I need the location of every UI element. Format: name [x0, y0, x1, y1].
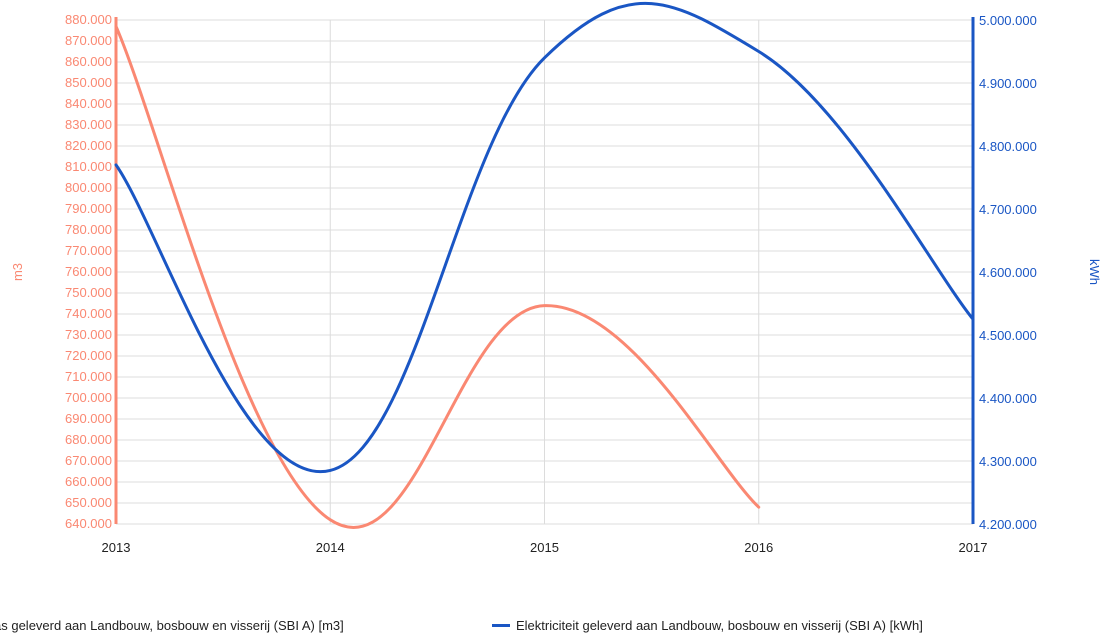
- right-tick-label: 4.600.000: [979, 265, 1037, 280]
- series-line-0: [114, 24, 761, 529]
- left-tick-label: 690.000: [65, 411, 112, 426]
- left-tick-label: 670.000: [65, 453, 112, 468]
- legend-label-electricity: Elektriciteit geleverd aan Landbouw, bos…: [516, 618, 923, 633]
- left-tick-label: 800.000: [65, 180, 112, 195]
- right-tick-label: 4.700.000: [979, 202, 1037, 217]
- left-tick-label: 870.000: [65, 33, 112, 48]
- series-line-1: [114, 1, 975, 474]
- x-tick-label: 2013: [102, 540, 131, 555]
- left-tick-label: 730.000: [65, 327, 112, 342]
- legend-label-gas: as geleverd aan Landbouw, bosbouw en vis…: [0, 618, 344, 633]
- left-tick-label: 850.000: [65, 75, 112, 90]
- left-tick-label: 880.000: [65, 12, 112, 27]
- right-tick-label: 4.200.000: [979, 517, 1037, 532]
- right-tick-label: 4.300.000: [979, 454, 1037, 469]
- left-tick-label: 790.000: [65, 201, 112, 216]
- left-tick-label: 750.000: [65, 285, 112, 300]
- dual-axis-line-chart: 880.000 870.000 860.000 850.000 840.000 830.0…: [10, 1, 1102, 555]
- left-tick-label: 710.000: [65, 369, 112, 384]
- legend: as geleverd aan Landbouw, bosbouw en vis…: [0, 618, 1110, 638]
- legend-item-electricity[interactable]: Elektriciteit geleverd aan Landbouw, bos…: [492, 618, 923, 633]
- x-tick-label: 2014: [316, 540, 345, 555]
- left-tick-label: 640.000: [65, 516, 112, 531]
- left-tick-label: 740.000: [65, 306, 112, 321]
- left-tick-label: 860.000: [65, 54, 112, 69]
- left-tick-label: 650.000: [65, 495, 112, 510]
- right-axis-title: kWh: [1087, 259, 1102, 285]
- legend-item-gas[interactable]: as geleverd aan Landbouw, bosbouw en vis…: [0, 618, 344, 633]
- left-tick-label: 830.000: [65, 117, 112, 132]
- left-tick-label: 760.000: [65, 264, 112, 279]
- right-tick-label: 4.400.000: [979, 391, 1037, 406]
- right-tick-label: 4.900.000: [979, 76, 1037, 91]
- left-tick-label: 810.000: [65, 159, 112, 174]
- right-tick-label: 4.800.000: [979, 139, 1037, 154]
- x-tick-label: 2015: [530, 540, 559, 555]
- left-tick-label: 680.000: [65, 432, 112, 447]
- left-tick-label: 770.000: [65, 243, 112, 258]
- x-tick-label: 2017: [959, 540, 988, 555]
- legend-swatch-electricity: [492, 624, 510, 627]
- right-tick-label: 5.000.000: [979, 13, 1037, 28]
- left-tick-label: 820.000: [65, 138, 112, 153]
- left-tick-label: 780.000: [65, 222, 112, 237]
- left-tick-label: 720.000: [65, 348, 112, 363]
- left-tick-label: 840.000: [65, 96, 112, 111]
- left-tick-label: 660.000: [65, 474, 112, 489]
- right-tick-label: 4.500.000: [979, 328, 1037, 343]
- left-tick-label: 700.000: [65, 390, 112, 405]
- left-axis-title: m3: [10, 263, 25, 281]
- x-tick-label: 2016: [744, 540, 773, 555]
